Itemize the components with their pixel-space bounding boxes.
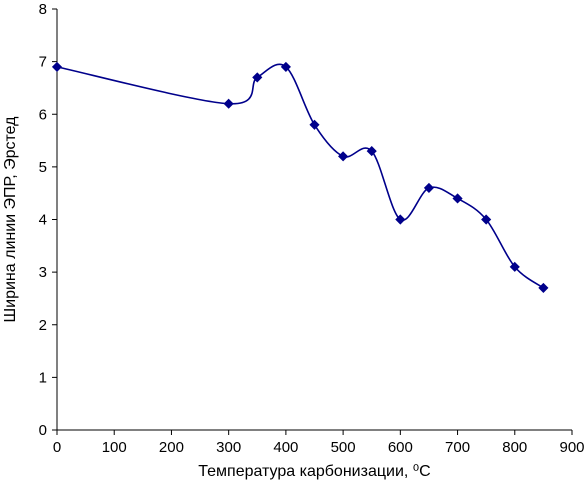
data-point-marker <box>252 72 263 83</box>
data-point-marker <box>395 214 406 225</box>
x-ticks: 0 100 200 300 400 500 600 700 800 900 <box>53 430 585 456</box>
y-tick-label: 3 <box>39 264 47 281</box>
x-tick-label: 300 <box>216 439 241 456</box>
x-tick-label: 0 <box>53 439 61 456</box>
x-tick-label: 600 <box>388 439 413 456</box>
data-point-marker <box>423 182 435 193</box>
y-tick-label: 4 <box>39 212 47 229</box>
x-tick-label: 100 <box>102 439 127 456</box>
x-tick-label: 400 <box>273 439 298 456</box>
x-tick-label: 900 <box>559 439 584 456</box>
y-tick-label: 2 <box>39 317 47 334</box>
data-point-marker <box>509 261 520 272</box>
y-ticks: 0 1 2 3 4 5 6 7 8 <box>39 1 57 439</box>
y-tick-label: 5 <box>39 159 47 176</box>
data-point-marker <box>538 282 549 293</box>
y-tick-label: 7 <box>39 54 47 71</box>
x-tick-label: 200 <box>159 439 184 456</box>
series-line <box>56 63 544 289</box>
series-layer <box>51 61 549 293</box>
y-tick-label: 1 <box>39 369 47 386</box>
data-point-marker <box>51 61 63 72</box>
y-tick-label: 0 <box>39 422 47 439</box>
data-point-marker <box>481 214 492 225</box>
x-tick-label: 800 <box>502 439 527 456</box>
y-tick-label: 6 <box>39 106 47 123</box>
data-point-marker <box>366 146 377 157</box>
data-point-marker <box>223 98 234 109</box>
y-axis-title: Ширина линии ЭПР, Эрстед <box>2 116 19 323</box>
axes <box>56 9 572 431</box>
x-tick-label: 700 <box>445 439 470 456</box>
data-point-marker <box>280 61 291 72</box>
x-axis-title: Температура карбонизации, ⁰С <box>198 463 430 480</box>
y-tick-label: 8 <box>39 1 47 18</box>
data-point-marker <box>338 151 349 162</box>
x-tick-label: 500 <box>331 439 356 456</box>
data-point-marker <box>452 193 463 204</box>
data-point-marker <box>309 119 320 130</box>
